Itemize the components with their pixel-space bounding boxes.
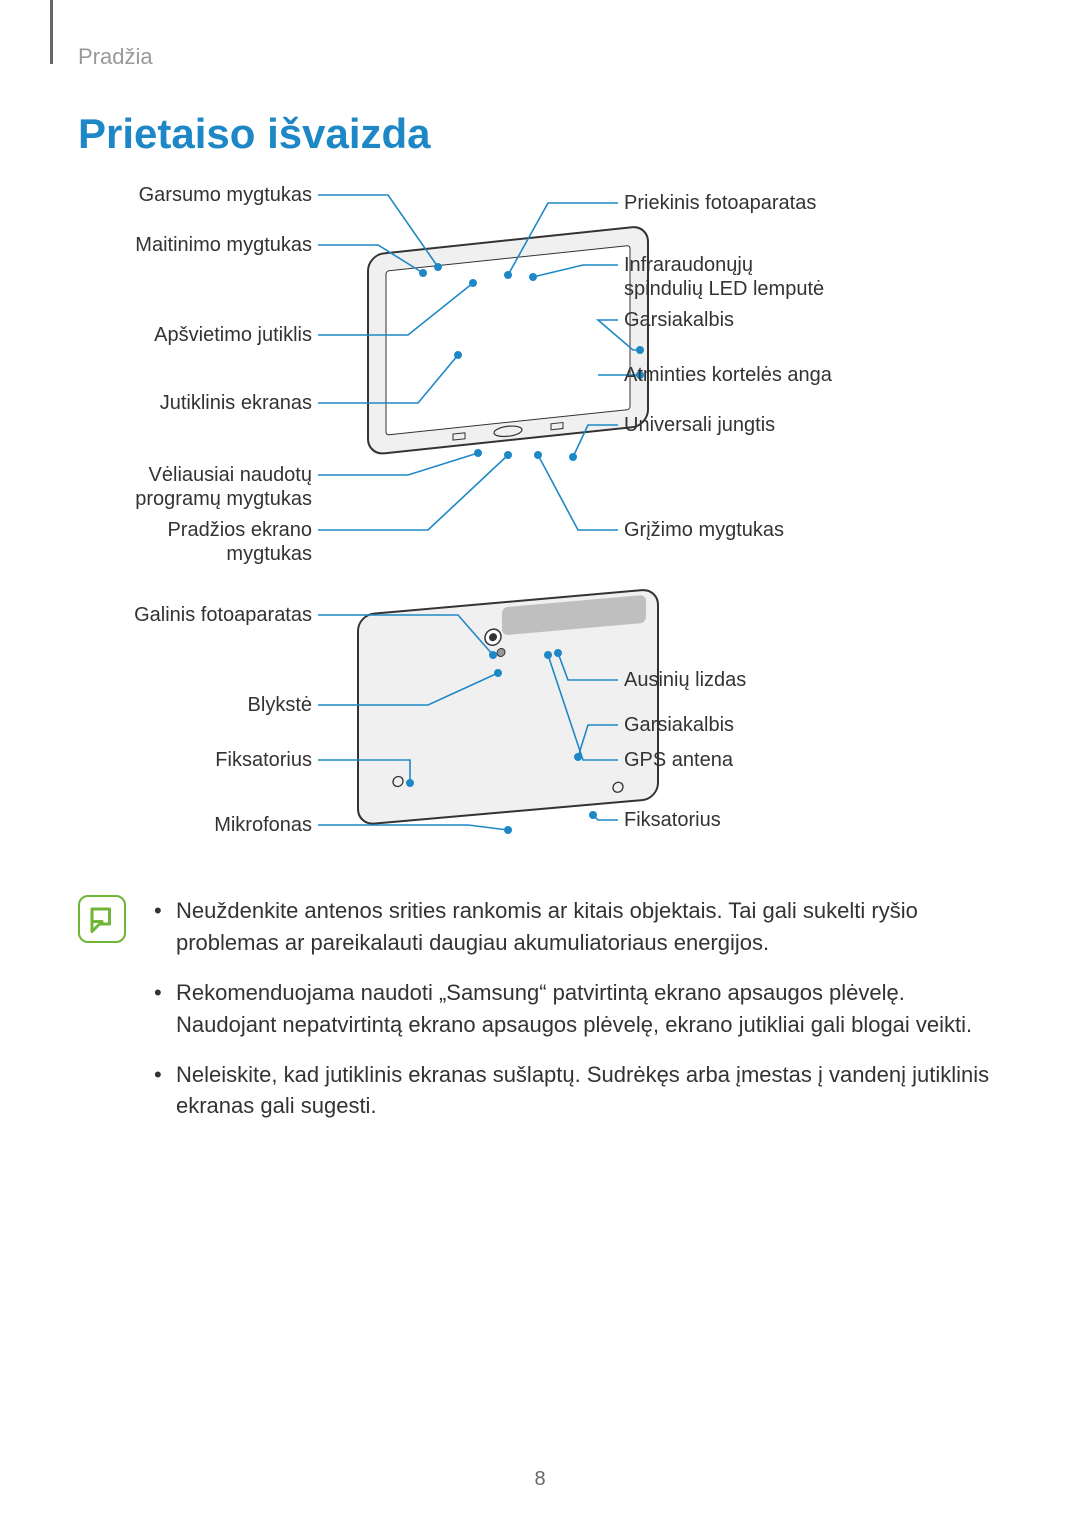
leader-line bbox=[538, 455, 618, 530]
leader-dot bbox=[534, 451, 542, 459]
diagram-label: Infraraudonųjųspindulių LED lemputė bbox=[624, 254, 824, 300]
leader-line bbox=[318, 455, 508, 530]
leader-dot bbox=[636, 346, 644, 354]
leader-dot bbox=[419, 269, 427, 277]
diagram-label: Garsiakalbis bbox=[624, 714, 734, 736]
diagram-label: Priekinis fotoaparatas bbox=[624, 192, 816, 214]
device-diagram: Garsumo mygtukas Maitinimo mygtukas Apšvie… bbox=[78, 175, 1002, 885]
note-item: Rekomenduojama naudoti „Samsung“ patvirt… bbox=[148, 977, 1002, 1041]
leader-dot bbox=[504, 451, 512, 459]
device-front bbox=[368, 226, 648, 455]
note-icon bbox=[78, 895, 126, 943]
leader-dot bbox=[504, 271, 512, 279]
breadcrumb: Pradžia bbox=[78, 44, 153, 70]
leader-dot bbox=[569, 453, 577, 461]
diagram-label: Atminties kortelės anga bbox=[624, 364, 833, 386]
diagram-label: Pradžios ekranomygtukas bbox=[167, 519, 312, 565]
diagram-label: GPS antena bbox=[624, 749, 734, 771]
page-number: 8 bbox=[0, 1468, 1080, 1491]
diagram-label: Blykstė bbox=[248, 694, 312, 716]
note-item: Neuždenkite antenos srities rankomis ar … bbox=[148, 895, 1002, 959]
diagram-label: Universali jungtis bbox=[624, 414, 775, 436]
diagram-label: Mikrofonas bbox=[214, 814, 312, 836]
diagram-label: Galinis fotoaparatas bbox=[134, 604, 312, 626]
diagram-svg: Garsumo mygtukas Maitinimo mygtukas Apšvie… bbox=[78, 175, 1002, 885]
leader-line bbox=[318, 453, 478, 475]
diagram-label: Garsumo mygtukas bbox=[139, 184, 312, 206]
page-title: Prietaiso išvaizda bbox=[78, 110, 431, 158]
device-back bbox=[358, 589, 658, 825]
leader-dot bbox=[474, 449, 482, 457]
leader-dot bbox=[434, 263, 442, 271]
leader-dot bbox=[554, 649, 562, 657]
diagram-label: Maitinimo mygtukas bbox=[135, 234, 312, 256]
leader-dot bbox=[589, 811, 597, 819]
note-section: Neuždenkite antenos srities rankomis ar … bbox=[78, 895, 1002, 1140]
leader-dot bbox=[544, 651, 552, 659]
diagram-label: Garsiakalbis bbox=[624, 309, 734, 331]
note-list: Neuždenkite antenos srities rankomis ar … bbox=[148, 895, 1002, 1140]
diagram-label: Jutiklinis ekranas bbox=[160, 392, 312, 414]
diagram-label: Grįžimo mygtukas bbox=[624, 519, 784, 541]
diagram-label: Fiksatorius bbox=[624, 809, 721, 831]
leader-dot bbox=[529, 273, 537, 281]
diagram-label: Ausinių lizdas bbox=[624, 669, 746, 691]
diagram-label: Apšvietimo jutiklis bbox=[154, 324, 312, 346]
leader-dot bbox=[489, 651, 497, 659]
leader-dot bbox=[454, 351, 462, 359]
leader-dot bbox=[406, 779, 414, 787]
leader-line bbox=[318, 825, 508, 830]
leader-dot bbox=[469, 279, 477, 287]
page-tab-mark bbox=[50, 0, 53, 64]
note-item: Neleiskite, kad jutiklinis ekranas sušla… bbox=[148, 1059, 1002, 1123]
leader-dot bbox=[494, 669, 502, 677]
diagram-label: Fiksatorius bbox=[215, 749, 312, 771]
leader-dot bbox=[504, 826, 512, 834]
diagram-label: Vėliausiai naudotųprogramų mygtukas bbox=[135, 464, 312, 510]
